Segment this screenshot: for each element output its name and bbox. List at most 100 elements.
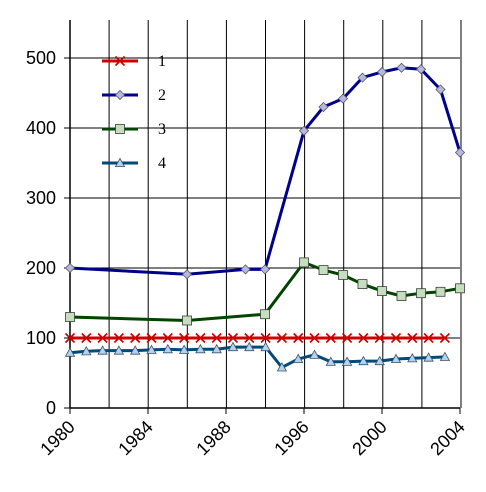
marker-diamond <box>114 89 126 101</box>
marker-x <box>64 332 76 344</box>
legend-entry: 2 <box>102 87 166 104</box>
marker-triangle <box>325 356 336 366</box>
marker-square <box>65 312 75 322</box>
legend-entry: 4 <box>102 155 166 172</box>
y-tick-label: 0 <box>46 398 56 418</box>
marker-x <box>97 332 108 344</box>
series-4 <box>64 341 451 372</box>
legend-label: 4 <box>158 155 166 172</box>
marker-x <box>130 332 141 344</box>
axes <box>69 20 460 409</box>
marker-triangle <box>439 351 451 361</box>
series-1 <box>64 332 450 344</box>
series-line <box>69 345 445 370</box>
legend-label: 3 <box>158 121 166 138</box>
marker-triangle <box>276 362 288 372</box>
marker-triangle <box>211 343 222 354</box>
marker-triangle <box>244 341 255 352</box>
legend-label: 1 <box>158 53 166 70</box>
marker-x <box>114 55 126 67</box>
legend-entry: 1 <box>102 53 166 70</box>
x-tick-label: 1980 <box>36 417 78 459</box>
marker-triangle <box>227 341 239 352</box>
legend-label: 2 <box>158 87 166 104</box>
marker-triangle <box>309 349 320 359</box>
marker-triangle <box>407 352 418 363</box>
marker-x <box>342 332 353 344</box>
marker-diamond <box>454 147 466 158</box>
marker-triangle <box>293 353 304 364</box>
marker-diamond <box>259 264 271 275</box>
marker-square <box>299 257 309 268</box>
y-tick-label: 400 <box>26 118 56 138</box>
marker-x <box>407 332 418 344</box>
marker-square <box>338 270 348 280</box>
marker-x <box>374 332 385 344</box>
marker-triangle <box>97 345 108 355</box>
marker-square <box>377 286 387 297</box>
marker-triangle <box>81 345 92 356</box>
marker-triangle <box>146 344 157 354</box>
marker-square <box>357 279 368 290</box>
marker-diamond <box>376 66 388 78</box>
marker-square <box>455 283 465 294</box>
x-tick-label: 1996 <box>270 417 312 459</box>
series-3 <box>65 257 465 326</box>
y-tick-label: 200 <box>26 258 56 278</box>
marker-square <box>396 291 407 301</box>
legend-entry: 3 <box>102 121 166 138</box>
marker-triangle <box>341 356 353 366</box>
marker-triangle <box>162 343 173 354</box>
marker-triangle <box>423 352 434 362</box>
y-tick-label: 500 <box>26 48 56 68</box>
marker-x <box>244 332 255 344</box>
marker-x <box>227 332 239 344</box>
marker-x <box>423 332 434 344</box>
y-tick-label: 300 <box>26 188 56 208</box>
marker-diamond <box>64 262 76 274</box>
marker-diamond <box>318 101 329 113</box>
marker-x <box>309 332 320 344</box>
marker-diamond <box>240 264 251 275</box>
marker-diamond <box>337 93 349 104</box>
marker-triangle <box>374 355 385 366</box>
marker-triangle <box>64 347 76 357</box>
x-tick-label: 2004 <box>426 417 468 459</box>
marker-x <box>81 332 92 344</box>
marker-diamond <box>396 62 407 73</box>
y-tick-label: 100 <box>26 328 56 348</box>
marker-x <box>113 332 124 344</box>
marker-triangle <box>113 345 125 355</box>
y-axis-ticks: 0 100 200 300 400 500 <box>26 48 70 418</box>
marker-diamond <box>415 64 427 75</box>
marker-triangle <box>178 344 190 354</box>
marker-square <box>416 288 426 299</box>
series-2 <box>64 62 466 280</box>
marker-triangle <box>114 157 126 168</box>
marker-x <box>162 332 173 344</box>
marker-triangle <box>260 341 271 352</box>
marker-square <box>260 309 270 320</box>
marker-x <box>276 332 287 344</box>
marker-square <box>435 286 446 297</box>
marker-x <box>358 332 369 344</box>
marker-x <box>195 332 206 344</box>
marker-diamond <box>298 125 310 136</box>
marker-diamond <box>435 84 446 95</box>
marker-square <box>182 315 192 326</box>
x-tick-label: 1984 <box>114 417 156 459</box>
series-group <box>64 62 466 372</box>
marker-x <box>260 332 271 344</box>
x-tick-label: 2000 <box>348 417 390 459</box>
legend: 1 2 3 4 <box>102 53 166 172</box>
marker-x <box>211 332 222 344</box>
marker-triangle <box>195 343 206 354</box>
x-axis-ticks: 1980 1984 1988 1996 2000 2004 <box>36 408 469 459</box>
x-tick-label: 1988 <box>192 417 234 459</box>
marker-x <box>325 332 336 344</box>
marker-diamond <box>181 269 193 280</box>
marker-triangle <box>390 353 402 364</box>
marker-x <box>179 332 190 344</box>
marker-diamond <box>357 72 368 83</box>
